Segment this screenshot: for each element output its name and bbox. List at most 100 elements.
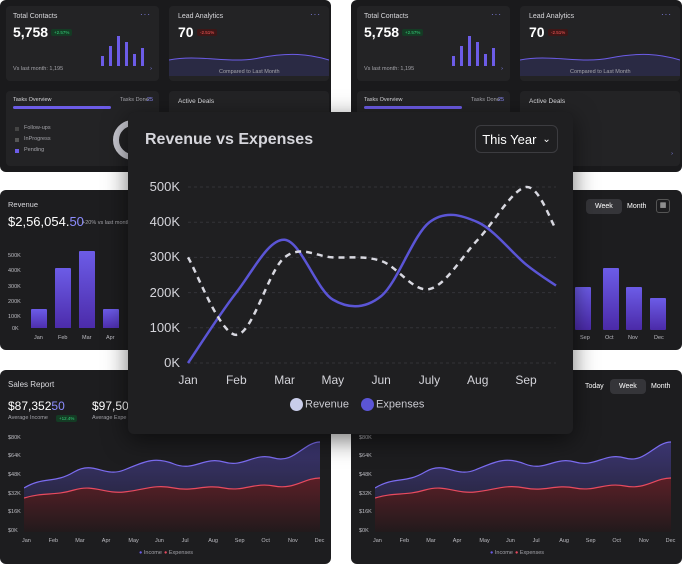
legend-label: Income — [143, 550, 162, 556]
x-tick: Mar — [426, 538, 436, 544]
revenue-bars-right — [575, 268, 666, 330]
revenue-panel-right: Week Month ▦ Sep Oct Nov Dec — [560, 190, 682, 350]
legend-label: Income — [494, 550, 513, 556]
y-tick: 400K — [149, 214, 180, 230]
x-tick: Jul — [532, 538, 540, 544]
y-tick: $64K — [359, 453, 372, 459]
y-tick: $0K — [359, 528, 369, 534]
card-title: Sales Report — [8, 380, 55, 389]
series-line-expenses — [186, 185, 558, 337]
lead-analytics-card: Lead Analytics ··· 70 -2.51% Compared to… — [169, 6, 329, 81]
x-tick: Apr — [106, 335, 115, 341]
x-tick: May — [128, 538, 139, 544]
legend-income: ● Income — [490, 550, 513, 556]
contacts-mini-bars — [101, 36, 144, 66]
tab-month[interactable]: Month — [651, 383, 671, 390]
chart-legend: Revenue Expenses — [290, 398, 424, 411]
period-dropdown[interactable]: This Year ⌄ — [475, 125, 558, 153]
y-tick: $80K — [359, 435, 372, 441]
y-tick: 500K — [8, 253, 21, 259]
card-title: Active Deals — [178, 98, 215, 105]
legend-expenses: ● Expenses — [515, 550, 545, 556]
card-title: Tasks Overview — [364, 97, 403, 103]
legend-swatch — [361, 398, 375, 411]
tasks-done-value: 25 — [147, 97, 154, 103]
legend-label: Expenses — [519, 550, 545, 556]
card-title: Revenue — [8, 200, 39, 209]
contacts-value: 5,758 — [364, 24, 400, 40]
x-tick: May — [321, 373, 345, 387]
x-tick: Sep — [515, 373, 537, 387]
x-tick: Aug — [208, 538, 218, 544]
x-tick: Dec — [665, 538, 676, 544]
x-tick: Aug — [559, 538, 569, 544]
tab-month[interactable]: Month — [627, 203, 647, 210]
x-tick: Jun — [506, 538, 515, 544]
y-tick: 300K — [149, 249, 180, 265]
task-legend-item: Follow-ups — [24, 125, 51, 131]
card-footer: Compared to Last Month — [219, 69, 280, 75]
arrow-right-icon[interactable]: › — [671, 151, 673, 157]
x-tick: Nov — [288, 538, 298, 544]
calendar-icon[interactable]: ▦ — [656, 199, 670, 213]
income-badge: +12.4% — [56, 415, 78, 422]
lead-analytics-card: Lead Analytics ··· 70 -2.51% Compared to… — [520, 6, 680, 81]
total-contacts-card: Total Contacts ··· 5,758 +2.57% Vs last … — [357, 6, 510, 81]
decline-badge: -2.51% — [548, 29, 569, 36]
y-tick: 300K — [8, 284, 21, 290]
y-tick: $80K — [8, 435, 21, 441]
x-tick: Jan — [373, 538, 382, 544]
more-icon[interactable]: ··· — [661, 10, 672, 19]
x-tick: Dec — [314, 538, 325, 544]
lead-mini-wave — [169, 53, 329, 76]
amount-cents: 50 — [51, 399, 65, 413]
y-tick: 400K — [8, 268, 21, 274]
card-title: Lead Analytics — [178, 13, 224, 20]
arrow-right-icon[interactable]: › — [150, 66, 152, 72]
y-tick: 0K — [12, 326, 19, 332]
revenue-panel-left: Revenue $2,56,054.50 +20% vs last month … — [0, 190, 136, 350]
revenue-bars-left — [31, 251, 119, 328]
x-tick: Mar — [82, 335, 92, 341]
card-title: Lead Analytics — [529, 13, 575, 20]
tasks-progress — [13, 106, 111, 109]
lead-value: 70 — [529, 24, 545, 40]
x-tick: Sep — [585, 538, 596, 544]
avg-expense-amount: $97,50 — [92, 399, 129, 413]
card-title: Total Contacts — [364, 13, 409, 20]
x-tick: Jan — [22, 538, 31, 544]
x-tick: Aug — [467, 373, 489, 387]
x-tick: Oct — [261, 538, 270, 544]
x-tick: Jun — [155, 538, 164, 544]
revenue-expenses-chart — [186, 185, 558, 364]
y-tick: $32K — [8, 491, 21, 497]
x-tick: Sep — [234, 538, 245, 544]
amount-main: $2,56,054. — [8, 214, 70, 229]
y-tick: $0K — [8, 528, 18, 534]
y-tick: 500K — [149, 179, 180, 194]
legend-expenses: ● Expenses — [164, 550, 194, 556]
arrow-right-icon[interactable]: › — [501, 66, 503, 72]
x-tick: Jan — [178, 373, 198, 387]
more-icon[interactable]: ··· — [310, 10, 321, 19]
x-tick: Nov — [639, 538, 649, 544]
decline-badge: -2.51% — [197, 29, 218, 36]
chevron-down-icon: ⌄ — [542, 133, 551, 145]
tasks-done-value: 25 — [498, 97, 505, 103]
tab-week[interactable]: Week — [610, 379, 646, 394]
legend-label: Expenses — [376, 398, 425, 411]
y-tick: 200K — [8, 299, 21, 305]
legend-revenue[interactable]: Revenue — [290, 398, 349, 411]
total-contacts-card: Total Contacts ··· 5,758 +2.57% Vs last … — [6, 6, 159, 81]
tasks-done-label: Tasks Done — [120, 97, 149, 103]
y-tick: 100K — [149, 319, 180, 335]
card-footer: Vs last month: 1,195 — [364, 66, 415, 72]
tab-week[interactable]: Week — [586, 199, 622, 214]
legend-expenses[interactable]: Expenses — [361, 398, 424, 411]
more-icon[interactable]: ··· — [140, 10, 151, 19]
card-title: Total Contacts — [13, 13, 58, 20]
more-icon[interactable]: ··· — [491, 10, 502, 19]
legend-swatch — [15, 138, 19, 142]
tab-today[interactable]: Today — [585, 383, 604, 390]
avg-income-amount: $87,35250 — [8, 399, 65, 413]
